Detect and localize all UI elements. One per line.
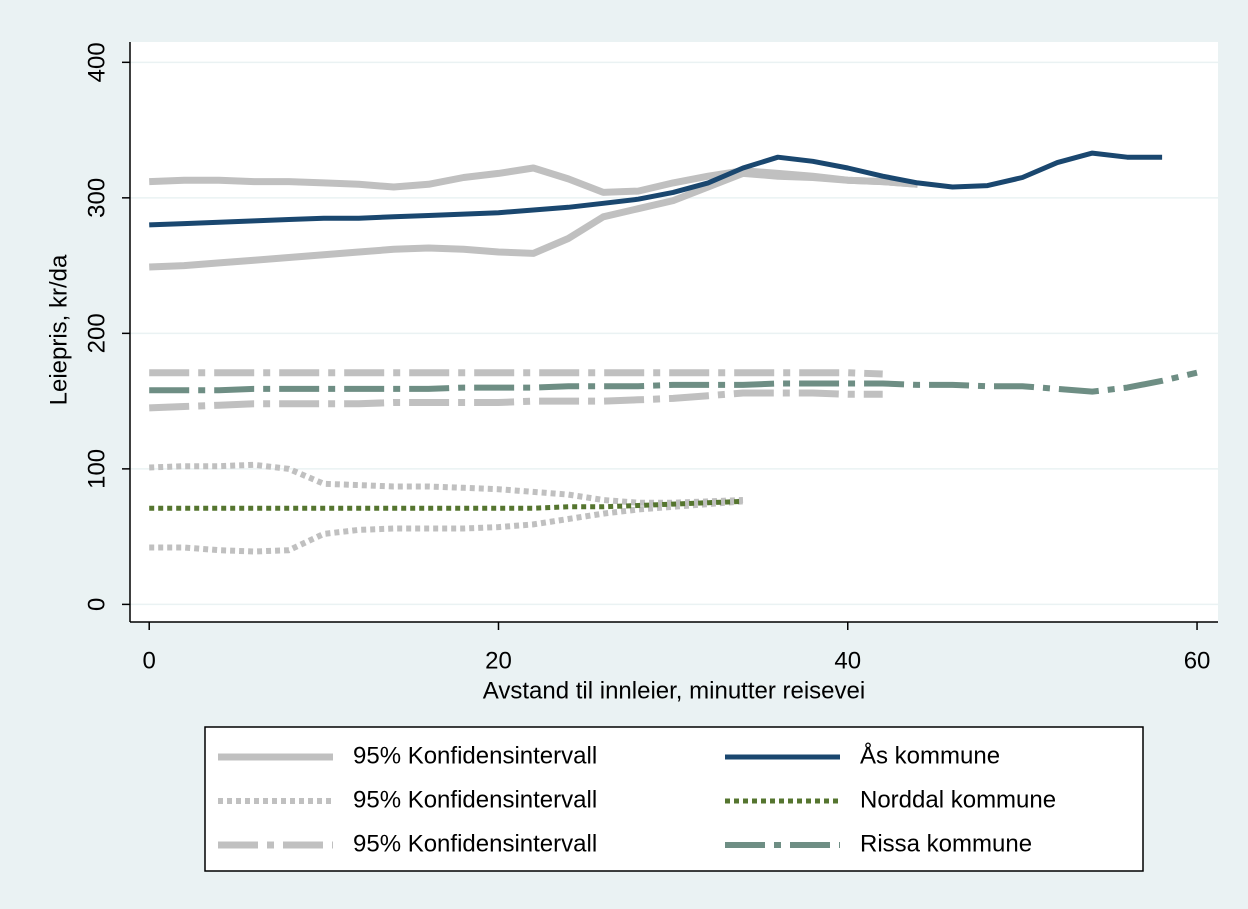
series-line [149,369,1198,395]
series-line [149,150,1163,228]
legend-box [204,726,1144,872]
x-tick-label: 0 [143,647,156,674]
x-tick-label: 60 [1184,647,1211,674]
y-tick-label: 0 [83,598,110,611]
y-tick-label: 300 [83,178,110,218]
legend-label: Rissa kommune [860,830,1032,857]
x-tick-label: 20 [485,647,512,674]
series-line [149,498,744,555]
series-line [149,461,744,506]
legend-label: 95% Konfidensintervall [353,830,597,857]
legend-label: 95% Konfidensintervall [353,742,597,769]
y-tick-label: 200 [83,313,110,353]
legend-label: 95% Konfidensintervall [353,786,597,813]
plot-area [130,42,1218,622]
y-tick-label: 400 [83,42,110,82]
series-line [149,369,883,378]
legend-label: Ås kommune [860,741,1000,769]
y-axis-title: Leiepris, kr/da [45,254,72,405]
y-tick-label: 100 [83,449,110,489]
series-line [149,389,883,412]
series-line [149,169,918,271]
x-tick-label: 40 [834,647,861,674]
legend-label: Norddal kommune [860,786,1056,813]
x-axis-title: Avstand til innleier, minutter reisevei [483,677,865,704]
